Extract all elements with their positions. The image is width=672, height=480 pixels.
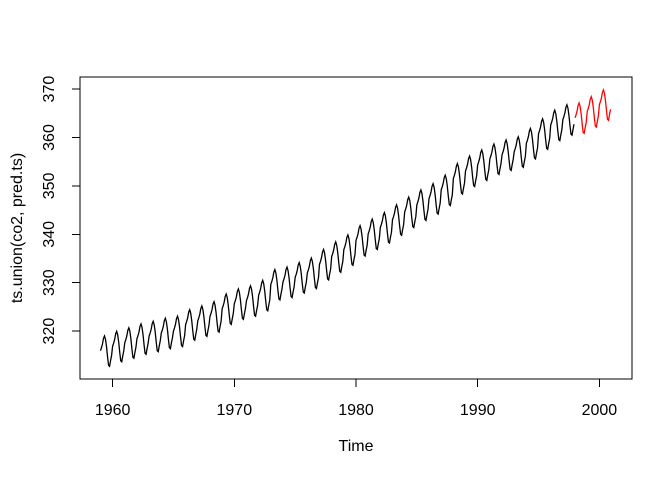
y-tick-label: 350 (41, 172, 58, 199)
plot-box (79, 76, 633, 380)
x-tick-label: 1990 (460, 402, 496, 419)
x-tick-label: 2000 (582, 402, 618, 419)
x-axis-label: Time (339, 438, 374, 455)
y-tick-labels: 320 330 340 350 360 370 (41, 76, 58, 345)
y-ticks (72, 88, 80, 332)
y-tick-label: 320 (41, 318, 58, 345)
y-tick-label: 370 (41, 76, 58, 103)
plot-box-group (79, 76, 633, 380)
co2-series-line (99, 102, 575, 368)
x-tick-label: 1970 (217, 402, 253, 419)
y-tick-label: 360 (41, 124, 58, 151)
y-axis: 320 330 340 350 360 370 (41, 76, 80, 345)
x-tick-labels: 1960 1970 1980 1990 2000 (95, 402, 617, 419)
x-tick-label: 1960 (95, 402, 131, 419)
y-tick-label: 340 (41, 221, 58, 248)
y-tick-label: 330 (41, 269, 58, 296)
series-lines (99, 87, 612, 368)
prediction-series-line (574, 87, 612, 135)
x-ticks (112, 379, 600, 387)
x-axis: 1960 1970 1980 1990 2000 (95, 379, 617, 419)
y-axis-label: ts.union(co2, pred.ts) (9, 153, 26, 303)
x-tick-label: 1980 (338, 402, 374, 419)
